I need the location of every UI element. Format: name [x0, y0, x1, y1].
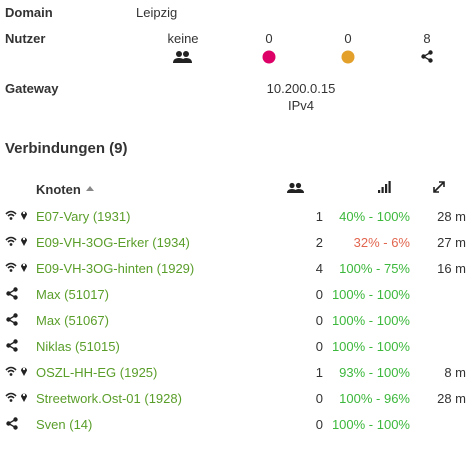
location-icon [21, 211, 27, 220]
wifi-icon [5, 262, 17, 272]
value: 0 [265, 31, 273, 46]
link-quality: 100% - 75% [339, 261, 410, 276]
link-quality: 100% - 96% [339, 391, 410, 406]
signal-icon[interactable] [378, 181, 391, 193]
status-dot [341, 50, 355, 64]
location-icon [21, 367, 27, 376]
node-link[interactable]: Niklas (51015) [36, 339, 120, 354]
distance: 8 m [444, 365, 466, 380]
people-icon[interactable] [287, 182, 304, 194]
distance-icon[interactable] [433, 181, 445, 193]
value: IPv4 [287, 98, 315, 113]
wifi-icon [5, 210, 17, 220]
clients: 0 [315, 287, 323, 302]
clients: 1 [315, 365, 323, 380]
location-icon [21, 393, 27, 402]
distance: 27 m [437, 235, 466, 250]
link-quality: 100% - 100% [331, 339, 410, 354]
node-link[interactable]: OSZL-HH-EG (1925) [36, 365, 158, 380]
value: Leipzig [136, 5, 178, 20]
clients: 4 [315, 261, 323, 276]
vpn-icon [6, 313, 18, 326]
node-link[interactable]: Max (51067) [36, 313, 109, 328]
label: Domain [5, 5, 53, 20]
link-quality: 100% - 100% [331, 287, 410, 302]
section-title: Verbindungen (9) [5, 140, 128, 157]
value: 0 [344, 31, 352, 46]
clients: 2 [315, 235, 323, 250]
label: Nutzer [5, 31, 46, 46]
share-icon [421, 50, 433, 63]
value: 8 [423, 31, 431, 46]
link-quality: 32% - 6% [353, 235, 410, 250]
node-link[interactable]: Sven (14) [36, 417, 93, 432]
clients: 0 [315, 339, 323, 354]
location-icon [21, 263, 27, 272]
value: keine [167, 31, 199, 46]
node-link[interactable]: Streetwork.Ost-01 (1928) [36, 391, 182, 406]
label: Gateway [5, 81, 59, 96]
clients: 0 [315, 391, 323, 406]
distance: 28 m [437, 391, 466, 406]
node-link[interactable]: E07-Vary (1931) [36, 209, 131, 224]
vpn-icon [6, 417, 18, 430]
wifi-icon [5, 236, 17, 246]
value: 10.200.0.15 [266, 81, 336, 96]
wifi-icon [5, 366, 17, 376]
location-icon [21, 237, 27, 246]
node-link[interactable]: E09-VH-3OG-Erker (1934) [36, 235, 190, 250]
column-header[interactable]: Knoten [36, 182, 81, 197]
node-link[interactable]: E09-VH-3OG-hinten (1929) [36, 261, 195, 276]
clients: 0 [315, 417, 323, 432]
clients: 1 [315, 209, 323, 224]
link-quality: 40% - 100% [339, 209, 410, 224]
link-quality: 93% - 100% [339, 365, 410, 380]
wifi-icon [5, 392, 17, 402]
link-quality: 100% - 100% [331, 417, 410, 432]
distance: 16 m [437, 261, 466, 276]
sort-icon [86, 186, 94, 191]
distance: 28 m [437, 209, 466, 224]
clients: 0 [315, 313, 323, 328]
people-icon [173, 51, 192, 63]
status-dot [262, 50, 276, 64]
node-link[interactable]: Max (51017) [36, 287, 109, 302]
link-quality: 100% - 100% [331, 313, 410, 328]
vpn-icon [6, 339, 18, 352]
vpn-icon [6, 287, 18, 300]
